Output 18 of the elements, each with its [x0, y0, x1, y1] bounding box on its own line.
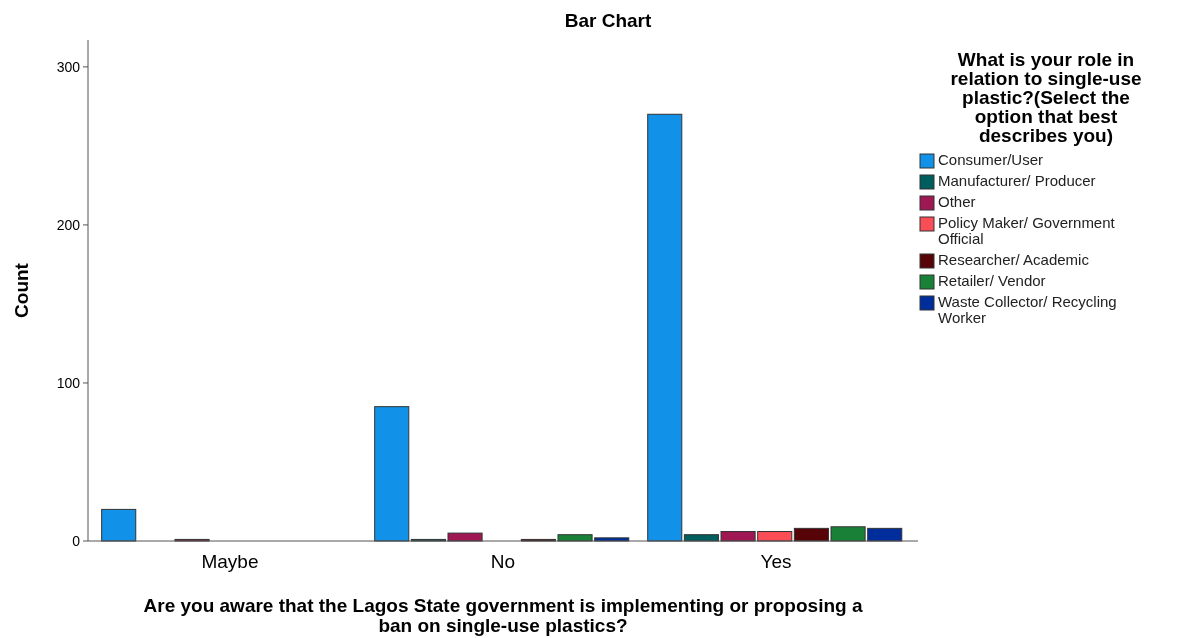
legend-label: Retailer/ Vendor — [938, 272, 1046, 289]
legend-title: What is your role in relation to single-use plastic?(Select the option that best describes you) — [950, 49, 1142, 146]
legend-label: Policy Maker/ Government Official — [938, 214, 1116, 247]
x-tick-label: No — [490, 551, 516, 572]
y-tick-label: 100 — [56, 374, 81, 391]
y-tick-label: 200 — [56, 216, 81, 233]
legend-label: Consumer/User — [938, 151, 1044, 168]
x-axis-title: Are you aware that the Lagos State government is implementing or proposing a ban on single-use plastics? — [143, 595, 863, 636]
x-tick-label: Maybe — [201, 551, 259, 572]
legend-label: Researcher/ Academic — [938, 251, 1090, 268]
y-tick-label: 0 — [72, 533, 81, 549]
y-axis-title: Count — [11, 262, 32, 318]
legend-label: Manufacturer/ Producer — [938, 172, 1096, 189]
legend-label: Waste Collector/ Recycling Worker — [938, 293, 1117, 326]
y-tick-label: 300 — [56, 58, 81, 75]
chart-title: Bar Chart — [564, 10, 652, 31]
legend-label: Other — [938, 193, 976, 210]
x-tick-label: Yes — [760, 551, 792, 572]
